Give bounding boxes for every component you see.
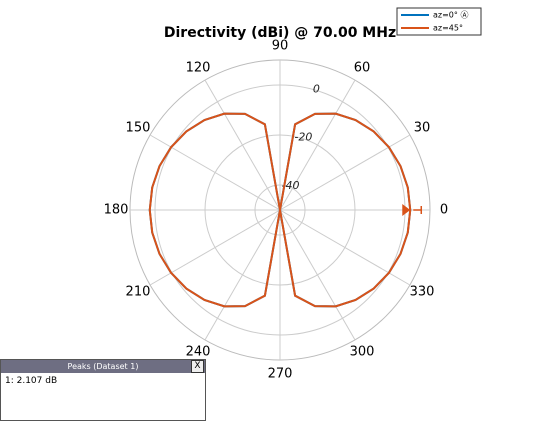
grid-spoke xyxy=(279,79,356,211)
theta-tick-label: 90 xyxy=(272,39,289,54)
theta-tick-label: 60 xyxy=(354,60,371,75)
theta-tick-label: 300 xyxy=(350,345,375,360)
peaks-panel[interactable]: Peaks (Dataset 1) X 1: 2.107 dB xyxy=(0,359,206,421)
panel-title: Peaks (Dataset 1) xyxy=(67,362,139,371)
close-button[interactable]: X xyxy=(191,360,204,373)
theta-tick-label: 210 xyxy=(126,285,151,300)
grid-spoke xyxy=(204,209,281,341)
theta-tick-label: 240 xyxy=(186,345,211,360)
r-tick-label: 0 xyxy=(313,82,320,95)
grid-spoke xyxy=(279,209,356,341)
panel-title-bar: Peaks (Dataset 1) X xyxy=(1,360,205,373)
peak-row[interactable]: 1: 2.107 dB xyxy=(5,376,58,386)
legend-label: az=45° xyxy=(433,24,463,33)
theta-tick-label: 330 xyxy=(410,285,435,300)
r-tick-label: -20 xyxy=(294,131,312,144)
theta-tick-label: 180 xyxy=(104,203,129,218)
theta-tick-label: 120 xyxy=(186,60,211,75)
r-tick-label: -40 xyxy=(281,179,299,192)
legend: az=0° Ⓐ az=45° xyxy=(396,7,482,36)
chart-title: Directivity (dBi) @ 70.00 MHz xyxy=(164,25,396,41)
theta-tick-label: 270 xyxy=(268,367,293,382)
peak-marker xyxy=(402,204,411,216)
theta-tick-label: 150 xyxy=(126,121,151,136)
legend-label: az=0° Ⓐ xyxy=(433,11,468,20)
grid-spoke xyxy=(204,79,281,211)
legend-box xyxy=(396,7,482,36)
peak-tick xyxy=(413,206,423,214)
pattern-line xyxy=(148,112,412,308)
theta-tick-label: 0 xyxy=(440,203,448,218)
theta-tick-label: 30 xyxy=(414,121,431,136)
